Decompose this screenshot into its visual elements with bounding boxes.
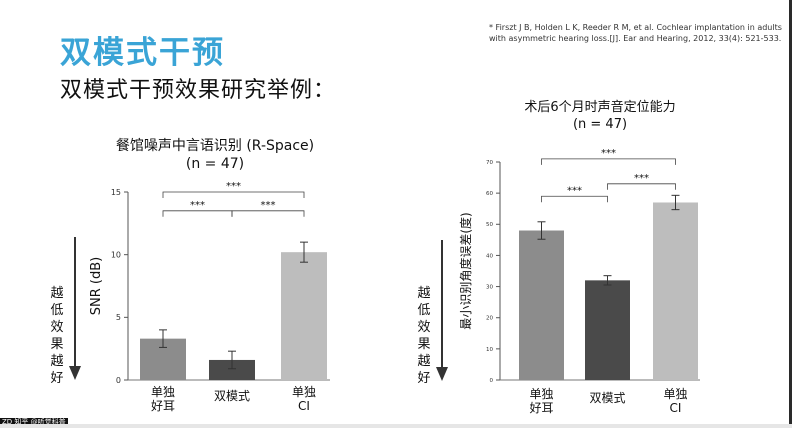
significance-label: *** <box>567 185 582 196</box>
down-arrow-right-line <box>441 240 443 368</box>
category-label: 单独 CI <box>292 385 316 413</box>
category-label-line: CI <box>298 399 310 413</box>
y-tick-label: 40 <box>486 253 493 259</box>
bar-3 <box>281 252 327 380</box>
bar-2 <box>585 280 630 380</box>
reference-citation: * Firszt J B, Holden L K, Reeder R M, et… <box>489 23 782 43</box>
category-label-line: 单独 <box>151 385 175 399</box>
category-label: 双模式 <box>214 389 250 403</box>
category-label-line: 单独 <box>663 387 687 401</box>
y-tick-label: 0 <box>116 376 121 385</box>
significance-bracket <box>541 195 608 203</box>
category-label: 双模式 <box>589 391 625 405</box>
chart-2-title: 术后6个月时声音定位能力 <box>524 100 676 115</box>
y-tick-label: 30 <box>486 284 493 290</box>
y-tick-label: 20 <box>486 316 493 322</box>
category-label-line: 双模式 <box>214 389 250 403</box>
y-tick-label: 10 <box>486 347 493 353</box>
slide-subtitle: 双模式干预效果研究举例： <box>60 78 337 103</box>
slide-title: 双模式干预 <box>60 35 225 71</box>
category-label: 单独 CI <box>663 387 687 415</box>
bottom-band <box>0 424 792 428</box>
category-label-line: 单独 <box>529 387 553 401</box>
y-tick-label: 70 <box>486 160 493 166</box>
lower-is-better-label-left: 越低效果越好 <box>50 286 64 386</box>
significance-label: *** <box>601 148 616 159</box>
significance-label: *** <box>634 173 649 184</box>
bar-2 <box>209 359 255 380</box>
down-arrow-left-line <box>74 237 76 367</box>
significance-bracket <box>607 183 676 190</box>
category-label: 单独好耳 <box>529 387 553 415</box>
significance-bracket <box>231 210 305 217</box>
category-label-line: 双模式 <box>589 391 625 405</box>
category-label: 单独好耳 <box>151 385 175 413</box>
y-tick-label: 0 <box>490 378 494 384</box>
category-label-line: 好耳 <box>529 401 553 415</box>
chart-1-title: 餐馆噪声中言语识别 (R-Space) <box>115 138 315 154</box>
significance-label: *** <box>226 181 241 192</box>
y-tick-label: 5 <box>116 313 121 322</box>
right-edge-bar <box>789 0 792 428</box>
significance-bracket <box>541 158 676 165</box>
y-axis-label: SNR (dB) <box>89 257 104 315</box>
down-arrow-right-icon <box>436 367 448 381</box>
significance-label: *** <box>190 200 205 211</box>
down-arrow-left-icon <box>69 366 81 380</box>
bar-3 <box>653 202 698 380</box>
significance-bracket <box>162 210 233 217</box>
lower-is-better-label-right: 越低效果越好 <box>417 286 431 386</box>
category-label-line: CI <box>670 401 682 415</box>
y-tick-label: 50 <box>486 222 493 228</box>
chart-1-title-block: 餐馆噪声中言语识别 (R-Space) (n = 47) <box>90 137 340 173</box>
y-axis-label: 最小识别角度误差(度) <box>458 212 473 329</box>
y-tick-label: 10 <box>111 250 121 259</box>
category-label-line: 好耳 <box>151 399 175 413</box>
chart-1-subtitle: (n = 47) <box>185 156 245 172</box>
significance-bracket <box>162 191 305 198</box>
significance-label: *** <box>261 200 276 211</box>
bar-1 <box>519 230 564 380</box>
y-tick-label: 60 <box>486 191 493 197</box>
y-tick-label: 15 <box>111 188 121 197</box>
watermark-logo: ZD 知乎 @听觉科普 <box>0 418 68 426</box>
category-label-line: 单独 <box>292 385 316 399</box>
chart-2-subtitle: (n = 47) <box>572 117 628 132</box>
chart-2-title-block: 术后6个月时声音定位能力 (n = 47) <box>505 99 695 133</box>
